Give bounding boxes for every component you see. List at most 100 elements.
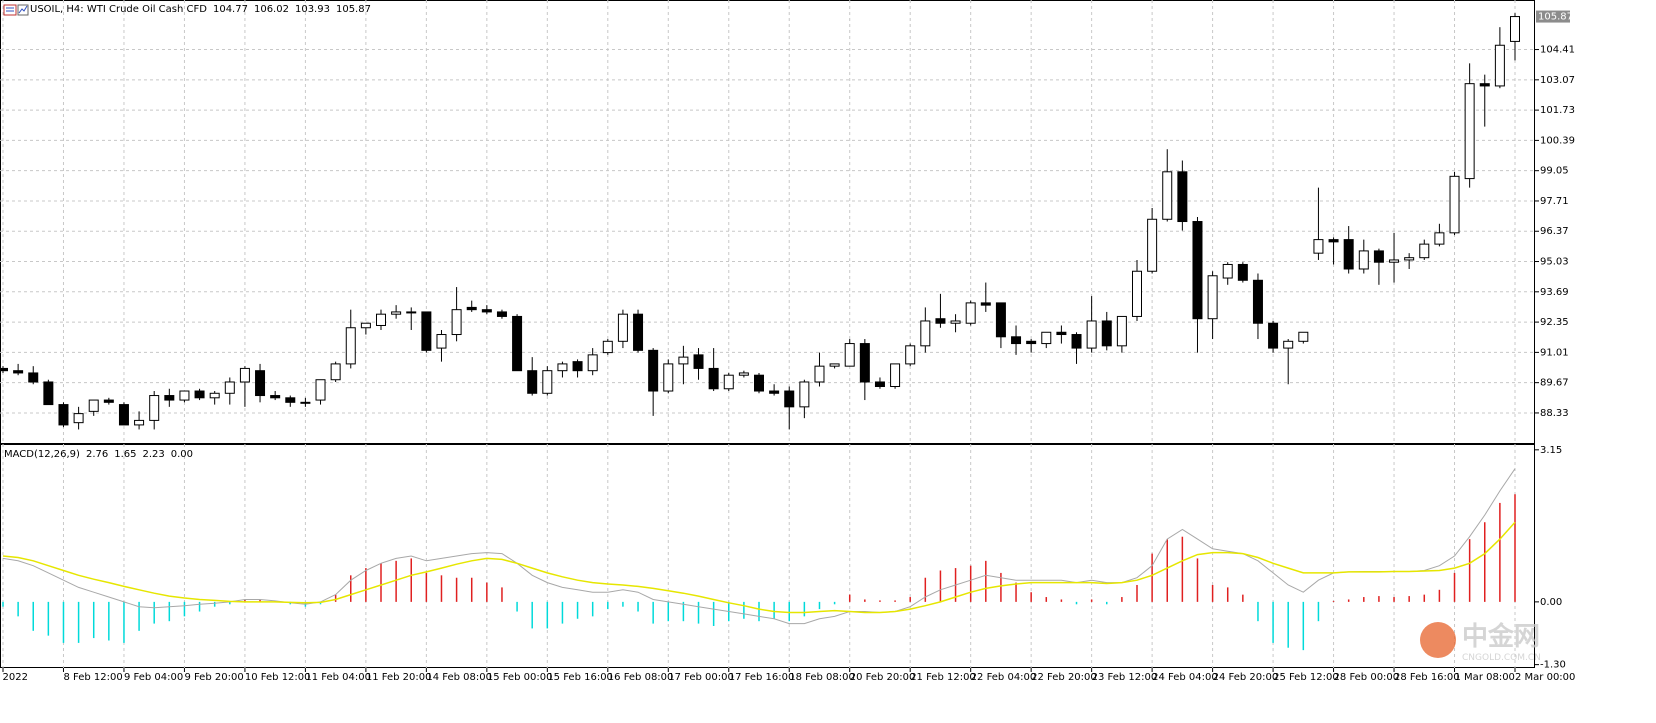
x-tick-label: 22 Feb 20:00 (1031, 672, 1097, 683)
candle-body (1313, 239, 1324, 254)
candle-body (0, 367, 8, 372)
candle-body (799, 381, 810, 408)
candle-body (360, 322, 371, 329)
candle-body (814, 365, 825, 383)
candle-body (1132, 270, 1142, 317)
candle-body (754, 374, 764, 392)
candle-body (239, 367, 250, 383)
x-tick-label: 21 Feb 12:00 (910, 672, 976, 683)
candle-body (1011, 336, 1022, 345)
candle-body (784, 390, 795, 408)
candle-body (1283, 340, 1294, 349)
y-tick-label: 99.05 (1540, 166, 1569, 177)
y-tick-label: 88.33 (1540, 408, 1569, 419)
candle-body (13, 370, 24, 374)
candle-body (179, 390, 190, 401)
candle-body (572, 361, 583, 372)
candle-body (920, 320, 931, 347)
candle-body (1252, 279, 1263, 324)
candle-body (859, 343, 870, 383)
candle-body (1192, 221, 1203, 320)
x-tick-label: 17 Feb 16:00 (729, 672, 795, 683)
indicator-value: 0.00 (170, 449, 194, 460)
x-tick-label: 9 Feb 04:00 (124, 672, 183, 683)
candle-body (829, 363, 840, 367)
candle-body (512, 315, 523, 372)
x-tick-label: 22 Feb 04:00 (971, 672, 1037, 683)
y-tick-label: 100.39 (1540, 135, 1575, 146)
candle-body (769, 390, 780, 394)
candle-body (1162, 171, 1173, 220)
candle-body (1358, 250, 1369, 270)
candle-body (1207, 275, 1218, 320)
symbol-title: USOIL, H4: WTI Crude Oil Cash CFD (30, 4, 207, 15)
candle-body (1056, 331, 1067, 336)
candle-body (1237, 263, 1248, 281)
x-tick-label: 28 Feb 00:00 (1334, 672, 1400, 683)
x-tick-label: 25 Feb 12:00 (1273, 672, 1339, 683)
candle-body (1343, 239, 1354, 270)
candle-body (466, 306, 477, 311)
candle-body (118, 404, 129, 426)
candle-body (965, 302, 976, 324)
frame (0, 0, 1535, 668)
chart-header: USOIL, H4: WTI Crude Oil Cash CFD 104.77 1… (30, 4, 371, 15)
candle-body (844, 343, 855, 367)
y-tick-label: 92.35 (1540, 317, 1569, 328)
candle-body (421, 311, 432, 351)
candle-body (995, 302, 1006, 338)
y-tick-label: 101.73 (1540, 105, 1575, 116)
candle-body (436, 334, 447, 349)
ohlc-value: 103.93 (294, 4, 330, 15)
candle-body (1510, 16, 1520, 42)
candle-body (1328, 239, 1339, 243)
candle-body (164, 395, 175, 401)
x-tick-label: 11 Feb 04:00 (305, 672, 371, 683)
ohlc-value: 105.87 (335, 4, 371, 15)
candle-body (1071, 334, 1082, 349)
x-tick-label: 11 Feb 20:00 (366, 672, 432, 683)
candle-body (103, 399, 114, 403)
candle-body (874, 381, 885, 388)
candle-body (890, 363, 901, 388)
y-tick-label: -1.30 (1540, 660, 1566, 671)
candle-body (88, 399, 99, 412)
y-tick-label: 3.15 (1540, 445, 1562, 456)
x-tick-label: 16 Feb 08:00 (608, 672, 674, 683)
chart-icon (17, 4, 29, 16)
candle-body (557, 363, 568, 372)
candle-body (391, 311, 402, 315)
y-tick-label: 103.07 (1540, 75, 1575, 86)
candle-body (43, 381, 54, 406)
candle-body (1041, 331, 1052, 345)
candle-body (270, 395, 281, 399)
candle-body (678, 356, 689, 365)
watermark-logo (1420, 621, 1456, 658)
candle-body (1147, 218, 1158, 272)
x-tick-label: 15 Feb 16:00 (547, 672, 613, 683)
candle-body (648, 349, 659, 392)
y-tick-label: 0.00 (1540, 597, 1562, 608)
candle-body (1177, 171, 1188, 223)
candle-body (285, 397, 296, 403)
candle-body (1268, 322, 1279, 349)
candle-body (633, 313, 644, 351)
candle-body (905, 345, 916, 365)
candle-body (481, 309, 492, 313)
x-tick-label: 20 Feb 20:00 (850, 672, 916, 683)
chart-icon (3, 4, 17, 16)
candle-body (134, 419, 145, 426)
signal-line (2, 521, 1516, 614)
watermark-url: CNGOLD.COM.CN (1462, 653, 1541, 663)
candle-body (663, 363, 674, 392)
candle-body (602, 340, 613, 354)
indicator-header: MACD(12,26,9) 2.76 1.65 2.23 0.00 (4, 449, 193, 460)
candle-body (723, 374, 734, 390)
x-tick-label: 9 Feb 20:00 (184, 672, 243, 683)
x-tick-label: 14 Feb 08:00 (426, 672, 492, 683)
x-tick-label: 8 Feb 12:00 (63, 672, 122, 683)
candle-body (1222, 263, 1233, 279)
indicator-value: 2.76 (85, 449, 109, 460)
